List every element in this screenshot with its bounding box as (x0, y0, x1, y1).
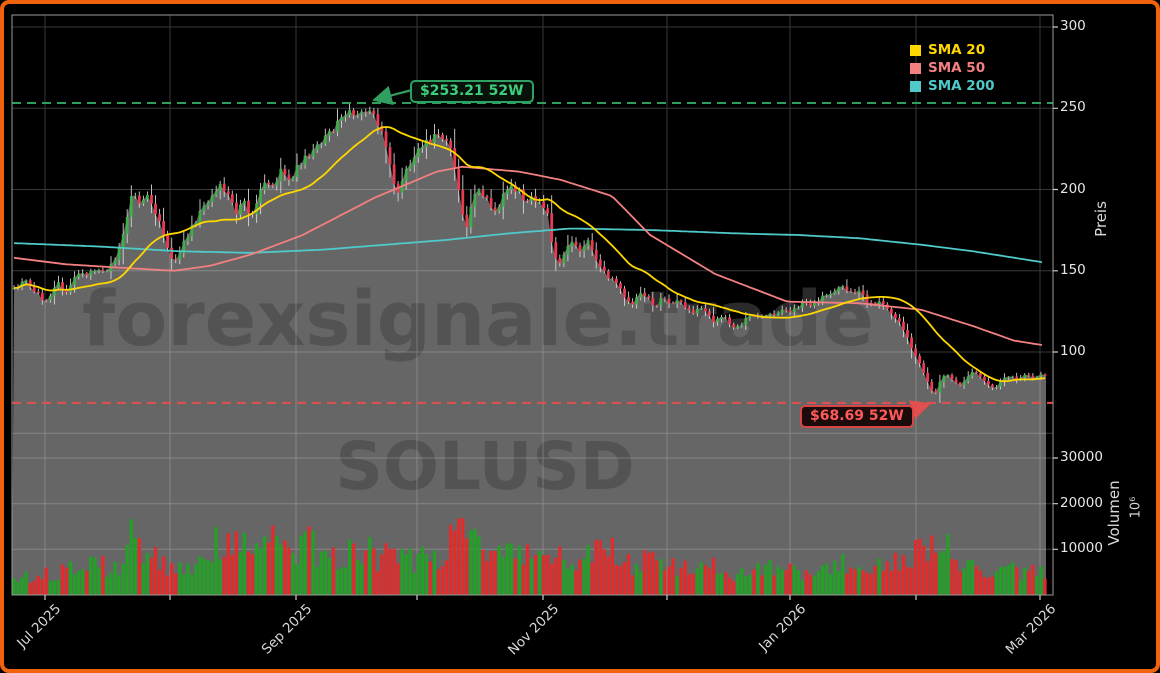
volume-bars-down (28, 518, 1047, 595)
plot-frame (11, 14, 1054, 596)
volume-bars-up (12, 519, 1043, 595)
sma20-line (13, 126, 1046, 383)
sma50-line (13, 165, 1043, 346)
sma200-line (13, 227, 1043, 264)
price-area-fill (12, 110, 1046, 595)
axis-tick-marks (44, 26, 1058, 600)
52w-high-arrow (372, 85, 413, 106)
gridlines (12, 15, 1053, 595)
watermark-symbol: SOLUSD (335, 428, 634, 505)
watermark-site: forexsignale.trade (82, 274, 874, 363)
